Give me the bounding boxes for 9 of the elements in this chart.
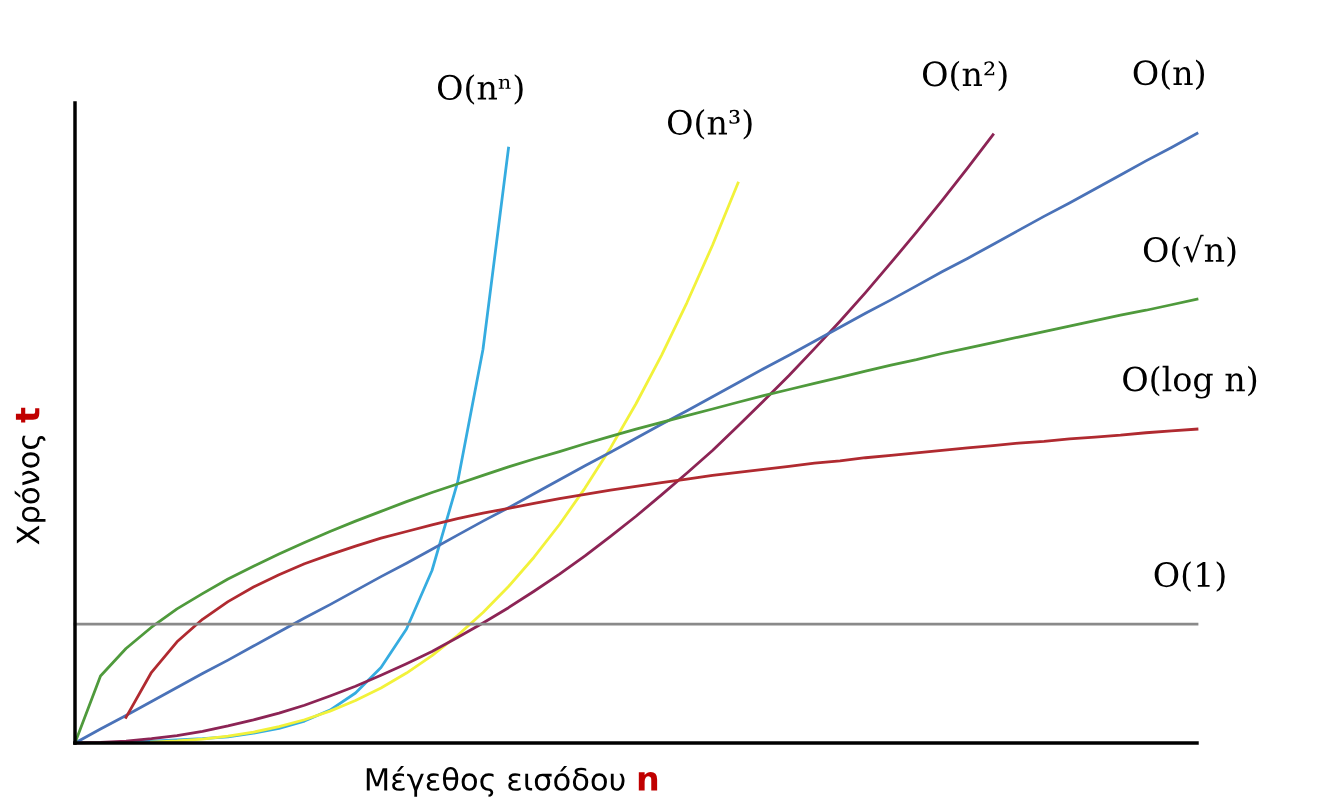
y-axis-title: Χρόνος t — [14, 407, 46, 545]
series-label: O(n³) — [668, 109, 752, 140]
series-label: O(√n) — [1143, 234, 1236, 267]
series-label: O(nⁿ) — [437, 74, 523, 105]
x-axis-title: Μέγεθος εισόδου n — [366, 765, 658, 797]
series-label: O(log n) — [1123, 365, 1257, 399]
series-label: O(1) — [1154, 561, 1225, 592]
series-label: O(n²) — [923, 60, 1007, 92]
series-label: O(n) — [1133, 59, 1204, 91]
